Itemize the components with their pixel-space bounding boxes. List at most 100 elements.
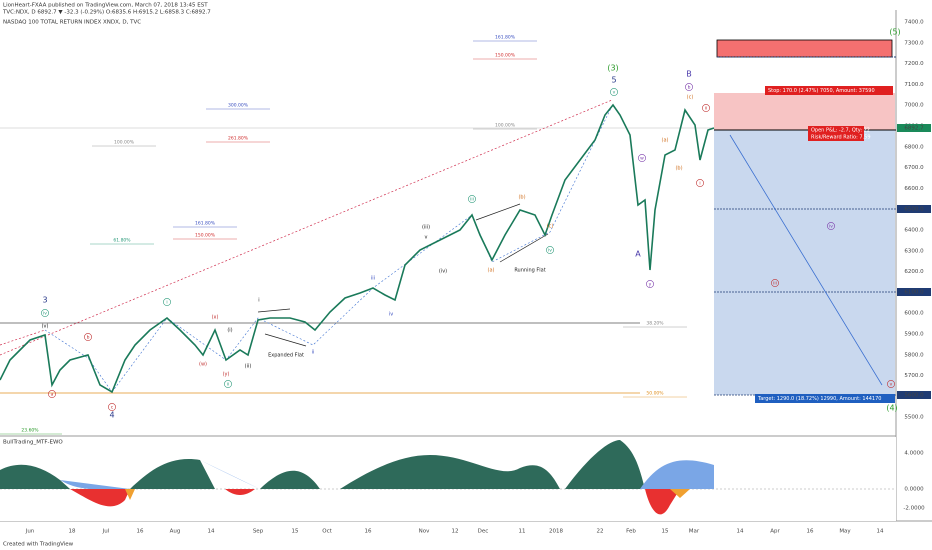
wave-label: 5 bbox=[611, 76, 616, 85]
footer: Created with TradingView bbox=[3, 542, 74, 548]
date-tick-label: 18 bbox=[69, 529, 76, 535]
fib-label: 100.00% bbox=[495, 123, 516, 129]
price-tick-label: 6600.0 bbox=[904, 186, 924, 192]
date-tick-label: 12 bbox=[452, 529, 459, 535]
wave-label: B bbox=[686, 70, 692, 79]
price-tick-label: 5500.0 bbox=[904, 415, 924, 421]
price-tick-label: 5700.0 bbox=[904, 373, 924, 379]
price-tick-label: 5900.0 bbox=[904, 332, 924, 338]
price-tick-label: 6400.0 bbox=[904, 228, 924, 234]
wave-label: v bbox=[890, 383, 893, 388]
stop-area bbox=[714, 93, 895, 130]
wave-label: (w) bbox=[199, 362, 207, 368]
date-tick-label: Jul bbox=[102, 529, 110, 535]
wave-circle bbox=[638, 154, 646, 162]
wave-label: (c) bbox=[547, 224, 554, 230]
published-line: LionHeart-FXAA published on TradingView.… bbox=[3, 3, 208, 9]
wave-circle bbox=[224, 380, 232, 388]
pattern-line bbox=[257, 308, 291, 313]
wave-circle bbox=[827, 222, 835, 230]
date-tick-label: 16 bbox=[807, 529, 814, 535]
date-tick-label: Oct bbox=[322, 529, 332, 535]
wave-circle bbox=[41, 309, 49, 317]
fib-label: 300.00% bbox=[228, 103, 249, 109]
wave-circle bbox=[48, 390, 56, 398]
date-tick-label: 15 bbox=[292, 529, 299, 535]
price-box bbox=[897, 124, 931, 132]
wave-line bbox=[44, 329, 113, 393]
fib-label: 50.00% bbox=[646, 391, 664, 397]
wave-label: (x) bbox=[212, 315, 219, 321]
risk-reward: Risk/Reward Ratio: 7.59 bbox=[811, 135, 871, 141]
indicator-title: BullTrading_MTF-EWO bbox=[3, 440, 63, 446]
wave-label: y bbox=[649, 283, 652, 288]
date-tick-label: 16 bbox=[365, 529, 372, 535]
wave-label: i bbox=[699, 181, 700, 187]
wave-label: (v) bbox=[42, 324, 49, 330]
wave-label: v bbox=[613, 91, 616, 96]
wave-label: (c) bbox=[687, 95, 694, 101]
fib-label: 161.80% bbox=[195, 221, 216, 227]
wave-label: ii bbox=[705, 106, 708, 112]
wave-label: i bbox=[166, 300, 167, 306]
projection-arrow bbox=[729, 134, 883, 386]
target-area bbox=[714, 130, 895, 395]
wave-label: (b) bbox=[675, 166, 682, 172]
price-box-label: 6892.7 bbox=[904, 126, 924, 132]
date-tick-label: Aug bbox=[170, 529, 181, 535]
indicator-area-positive bbox=[0, 440, 645, 489]
wave-label: iii bbox=[773, 281, 777, 287]
date-tick-label: Dec bbox=[478, 529, 489, 535]
wave-label: (a) bbox=[662, 138, 669, 144]
wave-line bbox=[111, 103, 614, 393]
wave-label: ii bbox=[312, 350, 315, 356]
pl-label-bg bbox=[808, 126, 864, 141]
wave-label: b bbox=[688, 85, 691, 91]
date-tick-label: 16 bbox=[137, 529, 144, 535]
date-tick-label: Feb bbox=[626, 529, 636, 535]
pattern-line bbox=[475, 203, 521, 221]
price-tick-label: 6200.0 bbox=[904, 269, 924, 275]
wave-label: (ii) bbox=[245, 364, 252, 370]
target-zone bbox=[716, 39, 893, 58]
wave-label: (b) bbox=[518, 195, 525, 201]
wave-label: iv bbox=[389, 312, 393, 318]
wave-label: v bbox=[425, 235, 428, 241]
stop-label-bg bbox=[765, 86, 893, 95]
fib-label: 150.00% bbox=[495, 53, 516, 59]
wave-label: w bbox=[640, 157, 644, 162]
price-tick-label: 7300.0 bbox=[904, 40, 924, 46]
price-tick-label: 7200.0 bbox=[904, 61, 924, 67]
wave-label: iv bbox=[829, 224, 833, 230]
wave-label: 3 bbox=[42, 296, 47, 305]
fib-label: 38.20% bbox=[646, 321, 664, 327]
fib-label: 261.80% bbox=[228, 136, 249, 142]
price-tick-label: 7000.0 bbox=[904, 103, 924, 109]
date-tick-label: 14 bbox=[208, 529, 215, 535]
wave-circle bbox=[696, 179, 704, 187]
wave-circle bbox=[84, 333, 92, 341]
price-box-label: 6100.0 bbox=[904, 290, 924, 296]
wave-label: Running Flat bbox=[514, 268, 545, 274]
wave-circle bbox=[771, 279, 779, 287]
price-box-label: 6500.0 bbox=[904, 207, 924, 213]
price-tick-label: 7400.0 bbox=[904, 20, 924, 26]
target-label-bg bbox=[755, 394, 895, 403]
wave-label: ii bbox=[227, 382, 230, 388]
quote-line: TVC:NDX, D 6892.7 ▼ -32.3 (-0.29%) O:683… bbox=[2, 10, 211, 16]
fib-label: 100.00% bbox=[114, 140, 135, 146]
indicator-tick-label: -2.0000 bbox=[903, 506, 925, 512]
symbol-title: NASDAQ 100 TOTAL RETURN INDEX XNDX, D, T… bbox=[3, 20, 141, 26]
wave-label: Expanded Flat bbox=[268, 353, 304, 359]
price-tick-label: 5800.0 bbox=[904, 352, 924, 358]
price-tick-label: 6700.0 bbox=[904, 165, 924, 171]
date-tick-label: 22 bbox=[597, 529, 604, 535]
pattern-line bbox=[264, 333, 307, 347]
wave-label: (a) bbox=[488, 268, 495, 274]
wave-label: A bbox=[635, 250, 641, 259]
wave-label: (y) bbox=[223, 372, 230, 378]
wave-circle bbox=[646, 280, 654, 288]
wave-label: (5) bbox=[889, 28, 900, 37]
